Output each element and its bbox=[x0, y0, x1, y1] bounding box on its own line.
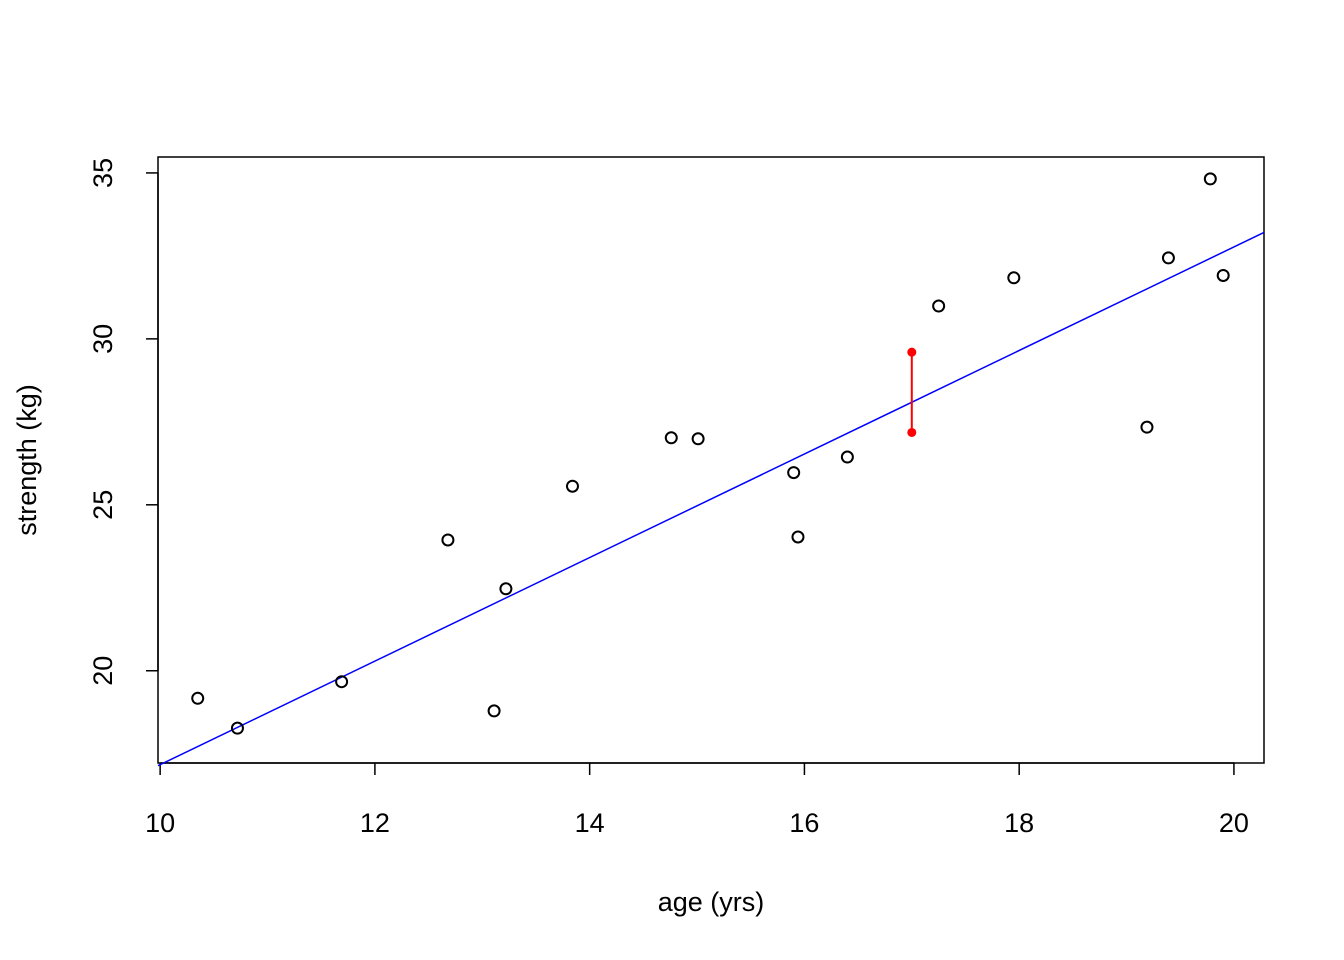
x-tick-label: 16 bbox=[789, 808, 819, 838]
data-point bbox=[441, 533, 455, 547]
y-tick-label: 35 bbox=[88, 158, 118, 188]
data-point bbox=[932, 299, 946, 313]
y-tick-label: 30 bbox=[88, 324, 118, 354]
data-point bbox=[230, 721, 244, 735]
x-tick-label: 10 bbox=[145, 808, 175, 838]
data-point bbox=[787, 466, 801, 480]
data-point bbox=[1216, 268, 1230, 282]
data-point bbox=[191, 691, 205, 705]
data-point bbox=[664, 431, 678, 445]
y-tick-label: 20 bbox=[88, 656, 118, 686]
points-layer bbox=[191, 172, 1230, 735]
highlight-layer bbox=[907, 347, 917, 437]
data-point bbox=[1140, 420, 1154, 434]
data-point bbox=[1203, 172, 1217, 186]
x-axis-title: age (yrs) bbox=[658, 887, 765, 917]
residual-top-point bbox=[907, 347, 917, 357]
data-point bbox=[691, 432, 705, 446]
x-tick-label: 20 bbox=[1219, 808, 1249, 838]
x-tick-label: 14 bbox=[575, 808, 605, 838]
x-axis: 10 12 14 16 18 20 bbox=[145, 762, 1249, 838]
data-point bbox=[335, 675, 349, 689]
data-point bbox=[1007, 271, 1021, 285]
y-tick-label: 25 bbox=[88, 490, 118, 520]
x-tick-label: 18 bbox=[1004, 808, 1034, 838]
y-axis: 20 25 30 35 bbox=[88, 158, 159, 686]
data-point bbox=[487, 704, 501, 718]
data-point bbox=[565, 479, 579, 493]
data-point bbox=[499, 582, 513, 596]
y-axis-title: strength (kg) bbox=[12, 384, 42, 536]
residual-bottom-point bbox=[907, 427, 917, 437]
data-point bbox=[1161, 251, 1175, 265]
data-point bbox=[791, 530, 805, 544]
data-point bbox=[840, 450, 854, 464]
x-tick-label: 12 bbox=[360, 808, 390, 838]
